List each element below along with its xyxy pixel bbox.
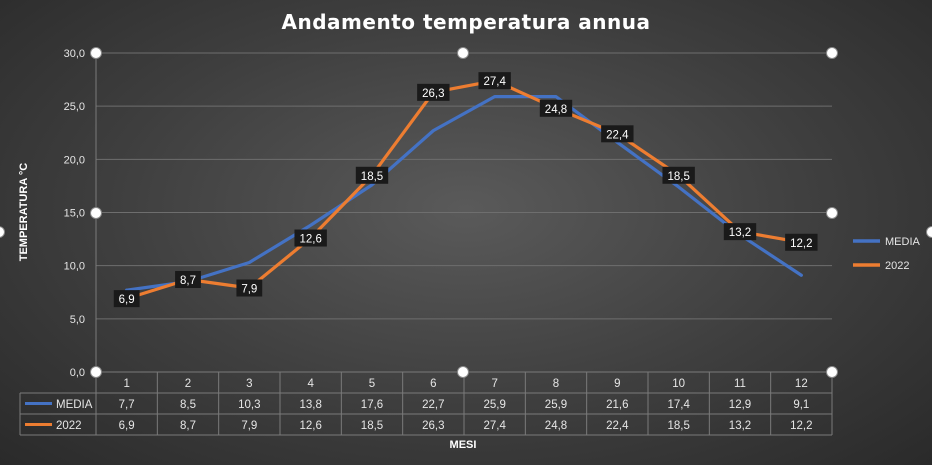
resize-handle[interactable] — [826, 207, 838, 219]
data-label-box — [662, 166, 695, 184]
series-line[interactable] — [125, 94, 803, 292]
table-cell: 24,8 — [545, 420, 567, 432]
y-tick-label: 15,0 — [64, 208, 85, 220]
table-cell: 9,1 — [793, 399, 809, 411]
y-tick-label: 5,0 — [70, 314, 85, 326]
x-tick-label: 12 — [795, 378, 808, 390]
x-tick-label: 3 — [246, 378, 252, 390]
x-tick-label: 7 — [491, 378, 497, 390]
y-axis-title: TEMPERATURA °C — [18, 163, 30, 262]
x-axis-title: MESI — [450, 439, 477, 451]
table-cell: 8,7 — [180, 420, 196, 432]
resize-handle[interactable] — [90, 47, 102, 59]
resize-handle[interactable] — [826, 47, 838, 59]
data-label: 18,5 — [667, 171, 689, 183]
y-tick-label: 20,0 — [64, 154, 85, 166]
x-tick-label: 5 — [369, 378, 375, 390]
resize-handle[interactable] — [826, 366, 838, 378]
x-tick-label: 4 — [307, 378, 314, 390]
selection-handles[interactable] — [0, 47, 932, 378]
data-label: 13,2 — [729, 227, 751, 239]
table-cell: 7,9 — [241, 420, 257, 432]
data-label-box — [294, 229, 327, 247]
resize-handle[interactable] — [926, 226, 932, 238]
y-tick-label: 10,0 — [64, 261, 85, 273]
table-cell: 17,4 — [667, 399, 690, 411]
x-tick-label: 11 — [734, 378, 746, 390]
table-cell: 13,2 — [729, 420, 751, 432]
table-cell: 10,3 — [238, 399, 260, 411]
data-label-box — [355, 166, 389, 184]
data-label: 24,8 — [545, 104, 567, 116]
resize-handle[interactable] — [0, 226, 5, 238]
table-cell: 18,5 — [667, 420, 689, 432]
data-labels: 6,9 8,7 7,9 12,6 18,5 26,3 27,4 24,8 22,4 18,5 13,… — [113, 72, 818, 308]
data-label: 26,3 — [422, 88, 444, 100]
y-tick-label: 0,0 — [70, 367, 85, 379]
table-cell: 12,9 — [729, 399, 751, 411]
data-label: 12,2 — [790, 238, 812, 250]
data-label-box — [175, 270, 201, 288]
data-label-box — [478, 72, 511, 90]
x-tick-label: 2 — [185, 378, 191, 390]
data-label: 6,9 — [119, 294, 135, 306]
table-cell: 12,2 — [790, 420, 812, 432]
x-tick-label: 10 — [672, 378, 685, 390]
table-cell: 27,4 — [483, 420, 506, 432]
table-cell: 18,5 — [361, 420, 383, 432]
x-tick-label: 9 — [614, 378, 620, 390]
data-label: 8,7 — [180, 275, 196, 287]
y-tick-label: 25,0 — [64, 101, 85, 113]
data-label: 18,5 — [361, 171, 383, 183]
table-series-name: 2022 — [56, 420, 82, 432]
legend: MEDIA 2022 — [853, 236, 921, 272]
table-cell: 22,7 — [422, 399, 444, 411]
legend-label: 2022 — [885, 260, 909, 272]
gridlines — [96, 52, 832, 373]
data-label-box — [113, 290, 140, 308]
data-label-box — [601, 125, 634, 143]
table-cell: 26,3 — [422, 420, 444, 432]
x-tick-label: 1 — [123, 378, 129, 390]
table-cell: 17,6 — [361, 399, 383, 411]
table-cell: 22,4 — [606, 420, 629, 432]
data-label-box — [785, 233, 818, 251]
data-label: 12,6 — [299, 234, 321, 246]
table-cell: 8,5 — [180, 399, 196, 411]
table-cell: 25,9 — [483, 399, 505, 411]
table-cell: 12,6 — [299, 420, 321, 432]
table-cell: 6,9 — [119, 420, 135, 432]
data-label-box — [417, 83, 450, 101]
table-cell: 25,9 — [545, 399, 567, 411]
data-label: 22,4 — [606, 129, 629, 141]
data-label-box — [236, 279, 263, 297]
data-label: 27,4 — [483, 76, 506, 88]
y-tick-label: 30,0 — [64, 48, 85, 60]
x-tick-label: 6 — [430, 378, 436, 390]
resize-handle[interactable] — [90, 207, 102, 219]
data-label-box — [539, 99, 573, 117]
table-cell: 7,7 — [119, 399, 135, 411]
table-cell: 21,6 — [606, 399, 628, 411]
chart-title: Andamento temperatura annua — [282, 10, 651, 34]
resize-handle[interactable] — [457, 366, 469, 378]
table-series-name: MEDIA — [56, 399, 93, 411]
data-label: 7,9 — [241, 283, 257, 295]
resize-handle[interactable] — [90, 366, 102, 378]
x-tick-label: 8 — [553, 378, 559, 390]
data-label-box — [723, 223, 757, 241]
table-cell: 13,8 — [299, 399, 321, 411]
y-axis-ticks: 0,0 5,0 10,0 15,0 20,0 25,0 30,0 — [64, 48, 85, 379]
legend-label: MEDIA — [885, 236, 921, 248]
resize-handle[interactable] — [457, 47, 469, 59]
